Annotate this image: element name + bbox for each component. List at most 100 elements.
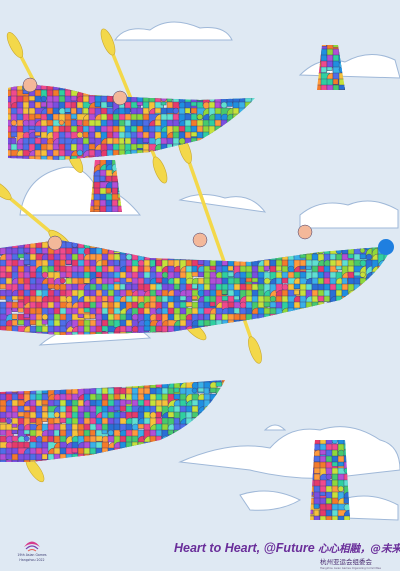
tile bbox=[107, 435, 115, 443]
tile bbox=[95, 271, 102, 278]
tile bbox=[88, 137, 96, 144]
tile bbox=[76, 107, 83, 114]
rower-head bbox=[22, 77, 38, 93]
tile bbox=[89, 313, 96, 319]
tile bbox=[190, 131, 198, 137]
tile bbox=[5, 295, 13, 302]
tile bbox=[209, 265, 217, 271]
tile bbox=[320, 84, 333, 90]
tile bbox=[65, 259, 72, 265]
tile bbox=[221, 289, 228, 295]
tile bbox=[47, 435, 54, 443]
tile bbox=[293, 289, 300, 295]
tile bbox=[124, 107, 131, 115]
tile bbox=[65, 295, 73, 303]
tile bbox=[125, 283, 133, 291]
mosaic bbox=[317, 45, 345, 90]
tile bbox=[190, 101, 197, 107]
tile bbox=[58, 107, 66, 115]
tile bbox=[239, 277, 246, 285]
tile bbox=[17, 253, 25, 259]
tile bbox=[191, 271, 199, 277]
tile bbox=[113, 259, 120, 266]
mosaic bbox=[310, 440, 350, 520]
tile bbox=[227, 271, 234, 277]
tile bbox=[149, 259, 156, 267]
tile bbox=[203, 319, 212, 327]
tile bbox=[23, 441, 30, 449]
tile bbox=[11, 435, 19, 442]
tile bbox=[227, 301, 235, 308]
tile bbox=[106, 101, 114, 108]
tile bbox=[22, 119, 30, 127]
tile bbox=[137, 423, 145, 429]
tile bbox=[59, 277, 66, 284]
tile bbox=[305, 265, 312, 270]
tile bbox=[101, 411, 109, 419]
tile bbox=[275, 265, 282, 272]
tile bbox=[100, 107, 108, 115]
tile bbox=[59, 417, 67, 424]
rower-head bbox=[297, 224, 313, 240]
tile bbox=[70, 113, 78, 120]
tile bbox=[53, 283, 61, 291]
tile bbox=[41, 453, 48, 460]
tile bbox=[263, 301, 271, 308]
tile bbox=[70, 107, 77, 115]
tile bbox=[59, 319, 67, 327]
tile bbox=[41, 405, 49, 412]
tile bbox=[299, 265, 306, 270]
tile bbox=[281, 283, 289, 291]
tile bbox=[197, 289, 205, 297]
tile bbox=[53, 265, 60, 272]
tile bbox=[76, 131, 84, 139]
tile bbox=[111, 205, 122, 212]
tile bbox=[76, 149, 83, 156]
tile bbox=[89, 331, 99, 335]
tile bbox=[233, 307, 240, 314]
tile bbox=[337, 485, 344, 492]
tile bbox=[47, 283, 56, 289]
tile bbox=[59, 295, 67, 303]
tile bbox=[125, 313, 133, 321]
tile bbox=[287, 265, 295, 273]
tile bbox=[11, 295, 19, 301]
tile bbox=[77, 313, 84, 318]
tile bbox=[17, 441, 25, 449]
tile bbox=[11, 313, 18, 320]
tile bbox=[191, 265, 198, 273]
tile bbox=[161, 271, 169, 279]
tile bbox=[22, 155, 34, 160]
tile bbox=[125, 253, 133, 261]
tile bbox=[155, 411, 162, 418]
tile bbox=[77, 411, 85, 419]
tile bbox=[319, 491, 326, 497]
tile bbox=[313, 503, 320, 509]
tile bbox=[101, 429, 108, 435]
tile bbox=[191, 399, 199, 406]
tile bbox=[338, 72, 345, 85]
tile bbox=[359, 253, 367, 259]
tile bbox=[17, 301, 24, 309]
tile bbox=[41, 271, 49, 279]
tile bbox=[214, 101, 221, 109]
tile bbox=[70, 143, 78, 152]
organizer-english: Hangzhou Asian Games Organizing Committe… bbox=[320, 566, 381, 570]
tile bbox=[125, 325, 133, 332]
paddle-blade bbox=[248, 336, 262, 364]
tile bbox=[320, 66, 327, 73]
tile bbox=[29, 277, 36, 285]
tile bbox=[23, 247, 31, 254]
tile bbox=[359, 259, 367, 267]
tile bbox=[185, 301, 193, 307]
tile bbox=[185, 295, 193, 303]
logo-line1: 19th Asian Games bbox=[17, 553, 47, 557]
tile bbox=[34, 113, 42, 119]
tile bbox=[0, 429, 7, 436]
tile bbox=[331, 461, 339, 467]
tile bbox=[337, 449, 345, 457]
tile bbox=[313, 509, 320, 517]
logo-line2: Hangzhou 2022 bbox=[19, 558, 44, 562]
tile bbox=[101, 259, 108, 266]
